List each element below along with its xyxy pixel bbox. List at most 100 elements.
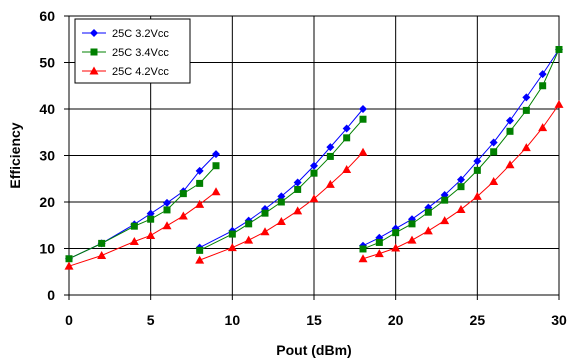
data-point [326,152,334,160]
y-axis-label: Efficiency [7,122,23,188]
data-point [129,237,139,246]
x-tick-label: 30 [551,312,567,328]
data-point [424,208,432,216]
data-point [490,148,498,156]
data-point [472,191,482,200]
data-point [539,82,547,90]
data-point [555,45,563,53]
data-point [196,246,204,254]
data-point [343,134,351,142]
data-point [245,220,253,228]
data-point [65,255,73,263]
data-point [211,187,221,196]
data-point [538,70,547,79]
y-tick-label: 10 [39,241,55,257]
data-point [522,93,531,102]
data-point [195,199,205,208]
data-point [293,178,302,187]
data-point [309,194,319,203]
data-point [375,238,383,246]
data-point [521,143,531,152]
data-point [522,106,530,114]
legend-marker [89,66,99,75]
data-point [260,227,270,236]
legend: 25C 3.2Vcc 25C 3.4Vcc 25C 4.2Vcc [74,18,191,84]
data-point [342,124,351,133]
legend-label: 25C 3.4Vcc [112,47,169,59]
data-point [146,209,155,218]
x-tick-label: 0 [65,312,73,328]
data-point [228,230,236,238]
data-point [538,123,548,132]
y-tick-label: 50 [39,55,55,71]
series-2 [64,99,564,270]
y-tick-label: 30 [39,148,55,164]
data-point [64,261,74,270]
data-point [358,147,368,156]
x-tick-label: 25 [470,312,486,328]
data-point [212,150,220,159]
legend-marker [90,29,98,37]
data-point [178,211,188,220]
data-point [147,215,155,223]
data-point [146,230,156,239]
data-point [195,166,204,175]
y-tick-label: 20 [39,194,55,210]
legend-label: 25C 4.2Vcc [112,66,169,78]
data-point [196,179,204,187]
data-point [359,105,367,113]
data-point [244,235,254,244]
data-point [391,243,401,252]
x-axis-label: Pout (dBm) [276,342,351,358]
x-tick-label: 20 [388,312,404,328]
data-point [326,143,335,152]
data-point [473,157,482,166]
series-line [199,108,364,249]
axis-ticks: 0 5 10 15 20 25 30 0 10 20 30 40 50 60 [39,8,567,328]
legend-label: 25C 3.2Vcc [112,28,169,40]
data-point [392,229,400,237]
data-point [489,177,499,186]
data-point [473,166,481,174]
series-line [68,165,217,260]
data-point [408,220,416,228]
data-point [554,99,564,108]
y-tick-label: 0 [47,287,55,303]
data-point [277,198,285,206]
data-point [325,179,335,188]
data-point [506,127,514,135]
series-line [199,151,364,261]
data-point [441,196,449,204]
data-point [440,216,450,225]
data-point [342,164,352,173]
data-point [505,160,515,169]
data-point [294,185,302,193]
y-tick-label: 60 [39,8,55,24]
data-point [358,254,368,263]
data-point [374,249,384,258]
data-point [456,204,466,213]
data-point [277,192,286,201]
data-point [179,190,187,198]
data-point [407,235,417,244]
data-point [163,198,171,207]
series-1 [65,45,563,263]
data-point [489,138,498,147]
data-point [359,115,367,123]
data-point [310,169,318,177]
data-point [227,243,237,252]
x-tick-label: 10 [225,312,241,328]
data-point [293,206,303,215]
data-point [276,217,286,226]
data-point [163,206,171,214]
series-layer [64,45,564,270]
data-point [195,255,205,264]
data-point [457,183,465,191]
data-point [98,239,106,247]
series-line [199,118,364,251]
data-point [212,162,220,170]
y-tick-label: 40 [39,101,55,117]
data-point [162,221,172,230]
legend-marker [90,48,98,56]
